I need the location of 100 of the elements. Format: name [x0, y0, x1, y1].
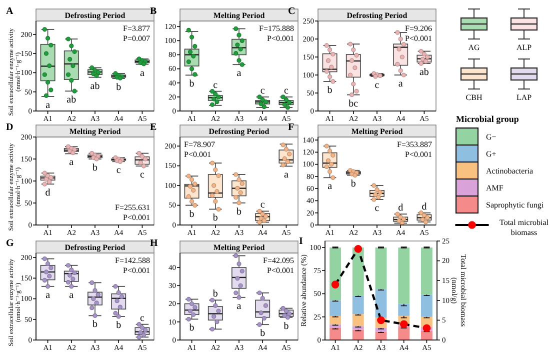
- chart-title: Melting Period: [213, 242, 266, 252]
- annotation: c: [260, 200, 266, 211]
- annotation: a: [328, 181, 333, 192]
- annotation: c: [374, 80, 380, 91]
- chart-title: Defrosting Period: [64, 242, 126, 252]
- annotation: a: [46, 100, 51, 111]
- annotation: F=175.888: [259, 24, 294, 33]
- text: CBH: [466, 93, 482, 102]
- bar: [375, 247, 387, 290]
- bar: [330, 316, 341, 324]
- annotation: F=78.907: [184, 140, 215, 149]
- annotation: d: [422, 201, 427, 212]
- legend-label: Actinobacteria: [486, 166, 534, 176]
- annotation: c: [140, 312, 145, 324]
- annotation: b: [92, 319, 98, 330]
- annotation: c: [140, 170, 145, 181]
- annotation: F=142.588: [115, 256, 150, 265]
- annotation: b: [327, 84, 332, 96]
- text: I: [299, 236, 303, 247]
- annotation: a: [284, 170, 289, 181]
- annotation: F=255.631: [115, 203, 150, 212]
- bar: [375, 332, 387, 340]
- annotation: b: [189, 208, 194, 220]
- annotation: b: [116, 82, 122, 93]
- chart-title: Melting Period: [351, 126, 404, 136]
- annotation: a: [236, 68, 242, 80]
- annotation: b: [212, 288, 218, 300]
- annotation: a: [398, 78, 404, 90]
- annotation: P=0.007: [123, 34, 150, 43]
- text: D: [6, 122, 14, 133]
- annotation: P<0.001: [405, 34, 432, 43]
- text: A: [6, 6, 14, 17]
- annotation: d: [45, 188, 50, 199]
- point: [354, 245, 362, 253]
- legend-label: Total microbial biomass: [500, 218, 550, 237]
- annotation: a: [140, 68, 145, 79]
- bar: [352, 296, 364, 314]
- bar: [330, 300, 341, 316]
- annotation: ab: [90, 80, 100, 92]
- annotation: P<0.001: [184, 150, 211, 159]
- annotation: P<0.001: [267, 266, 294, 275]
- annotation: b: [189, 322, 194, 334]
- annotation: b: [260, 328, 266, 340]
- annotation: c: [116, 165, 122, 176]
- legend-label: G−: [486, 132, 497, 142]
- bar: [398, 247, 410, 304]
- annotation: ab: [419, 66, 429, 78]
- annotation: ab: [66, 94, 76, 106]
- annotation: P<0.001: [123, 213, 150, 222]
- chart-title: Melting Period: [69, 126, 122, 136]
- bar: [421, 294, 432, 317]
- chart-title: Defrosting Period: [208, 126, 270, 136]
- annotation: c: [374, 203, 380, 214]
- point: [331, 280, 340, 288]
- text: AG: [468, 43, 480, 52]
- annotation: b: [212, 212, 218, 224]
- annotation: a: [69, 290, 74, 301]
- annotation: b: [189, 78, 194, 90]
- annotation: b: [236, 206, 242, 218]
- annotation: a: [46, 290, 51, 301]
- bar: [330, 328, 341, 340]
- legend-label: G+: [486, 149, 497, 158]
- annotation: bc: [348, 98, 359, 110]
- annotation: P<0.001: [267, 34, 294, 43]
- bar: [421, 330, 432, 340]
- bar: [375, 289, 387, 318]
- annotation: a: [236, 300, 242, 312]
- text: H: [150, 238, 158, 249]
- chart-title: Defrosting Period: [64, 10, 126, 20]
- annotation: P<0.001: [405, 150, 432, 159]
- bar: [421, 247, 432, 295]
- bar: [398, 327, 410, 340]
- annotation: b: [284, 320, 289, 332]
- text: G: [6, 238, 14, 249]
- legend-label: Saprophytic fungi: [486, 200, 544, 210]
- chart-title: Defrosting Period: [346, 10, 408, 20]
- text: F: [288, 122, 294, 133]
- annotation: d: [398, 202, 404, 214]
- annotation: c: [284, 85, 289, 96]
- annotation: F=353.887: [397, 140, 432, 149]
- bar: [398, 304, 410, 316]
- annotation: b: [116, 320, 122, 331]
- annotation: F=42.095: [263, 256, 294, 265]
- annotation: c: [260, 85, 266, 96]
- annotation: b: [92, 162, 98, 174]
- annotation: b: [350, 178, 356, 190]
- annotation: c: [213, 80, 218, 91]
- text: ALP: [516, 43, 532, 52]
- legend-label: AMF: [486, 183, 504, 192]
- annotation: a: [69, 157, 74, 168]
- bar: [352, 330, 364, 340]
- text: E: [150, 122, 157, 133]
- annotation: F=3.877: [123, 24, 150, 33]
- legend-title: Microbial group: [456, 114, 519, 124]
- text: B: [150, 6, 157, 17]
- point: [422, 324, 431, 332]
- text: C: [288, 6, 296, 17]
- chart-title: Melting Period: [213, 10, 266, 20]
- bar: [352, 314, 364, 326]
- annotation: F=9.206: [405, 24, 432, 33]
